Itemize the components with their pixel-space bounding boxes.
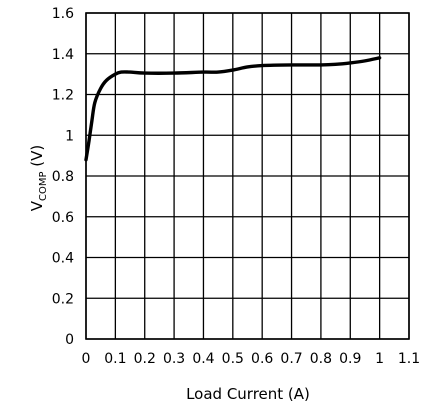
x-tick-label: 0.6 <box>251 351 273 367</box>
y-tick-label: 0.6 <box>52 210 74 226</box>
y-axis-ticks: 0 0.2 0.4 0.6 0.8 1 1.2 1.4 1.6 <box>52 6 74 348</box>
x-tick-label: 0.1 <box>104 351 126 367</box>
y-tick-label: 1.4 <box>52 47 74 63</box>
x-axis-ticks: 0 0.1 0.2 0.3 0.4 0.5 0.6 0.7 0.8 0.9 1 1.1 <box>82 351 421 367</box>
y-tick-label: 1.6 <box>52 6 74 22</box>
x-tick-label: 0.8 <box>310 351 332 367</box>
x-tick-label: 1 <box>375 351 384 367</box>
plot-frame <box>85 12 410 340</box>
x-tick-label: 0.5 <box>222 351 244 367</box>
x-axis-title: Load Current (A) <box>186 385 310 403</box>
y-tick-label: 0.8 <box>52 169 74 185</box>
x-tick-label: 1.1 <box>398 351 420 367</box>
y-axis-title-subscript: COMP <box>38 171 49 201</box>
x-tick-label: 0.9 <box>339 351 361 367</box>
x-tick-label: 0.7 <box>280 351 302 367</box>
y-axis-title-unit: (V) <box>28 145 46 172</box>
x-tick-label: 0.2 <box>134 351 156 367</box>
y-tick-label: 1 <box>65 128 74 144</box>
y-tick-label: 0 <box>65 332 74 348</box>
series-line <box>84 56 382 162</box>
plot-area <box>84 56 382 162</box>
x-tick-label: 0.3 <box>163 351 185 367</box>
plot-border <box>85 12 410 340</box>
y-axis-title: VCOMP (V) <box>28 145 49 212</box>
y-tick-label: 0.4 <box>52 251 74 267</box>
x-tick-label: 0 <box>82 351 91 367</box>
y-tick-label: 0.2 <box>52 291 74 307</box>
y-axis-title-main: V <box>28 200 46 211</box>
y-tick-label: 1.2 <box>52 88 74 104</box>
x-tick-label: 0.4 <box>192 351 214 367</box>
